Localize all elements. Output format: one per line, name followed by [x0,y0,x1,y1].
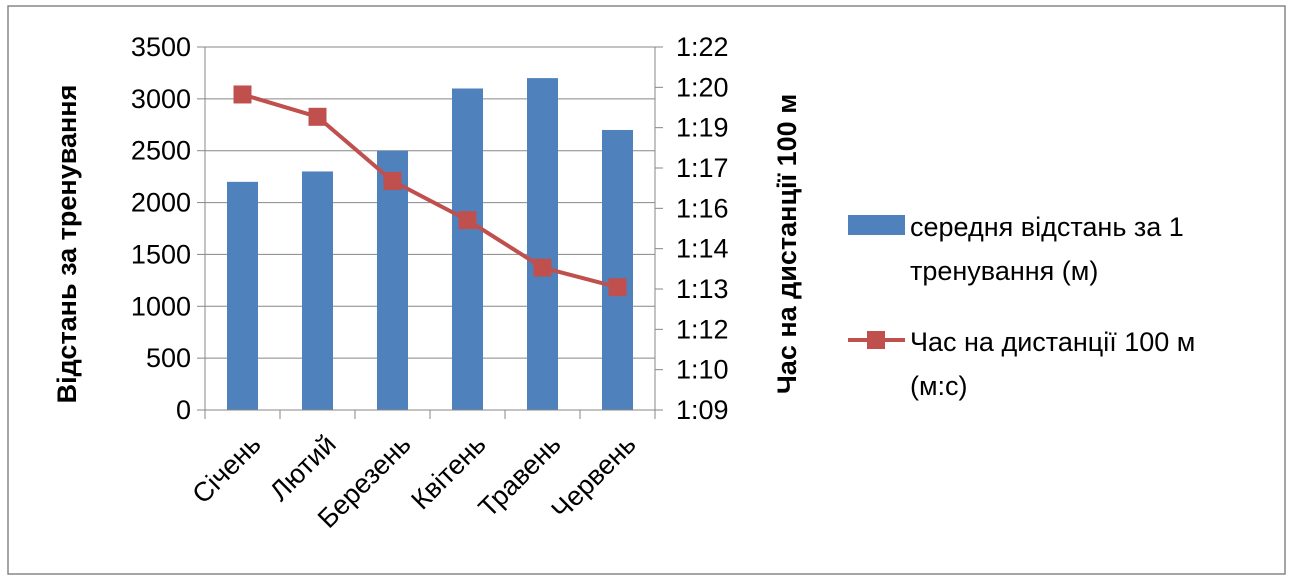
left-axis-tick-label: 500 [146,343,191,373]
right-axis-tick-label: 1:20 [676,72,729,102]
legend-bar-label-line2: тренування (м) [910,256,1098,286]
bar [602,129,633,410]
left-axis-tick-label: 3500 [131,32,191,62]
line-point [233,85,252,104]
right-axis-tick-label: 1:22 [676,32,729,62]
legend-line-label-line2: (м:с) [910,371,968,401]
left-axis-tick-label: 2500 [131,136,191,166]
right-axis-title: Час на дистанції 100 м [772,94,802,394]
line-point [308,107,327,126]
right-axis-tick-label: 1:09 [676,395,729,425]
left-axis-tick-label: 0 [176,395,191,425]
legend-bar-label-line1: середня відстань за 1 [910,212,1184,242]
legend: середня відстань за 1 тренування (м) Час… [848,212,1195,401]
bar [527,78,558,410]
right-axis-tick-label: 1:17 [676,153,729,183]
bar [377,150,408,410]
legend-line-marker [867,331,885,349]
gridlines [205,46,655,359]
line-point [458,211,477,230]
right-axis-tick-label: 1:13 [676,274,729,304]
right-axis-tick-label: 1:19 [676,113,729,143]
right-axis-tick-label: 1:10 [676,355,729,385]
line-point [383,172,402,191]
left-axis-title: Відстань за тренування [52,85,82,404]
right-axis-tick-label: 1:16 [676,193,729,223]
axes [197,46,663,419]
bar [227,181,258,410]
bar [302,171,333,410]
right-axis-tick-label: 1:12 [676,314,729,344]
right-axis-tick-label: 1:14 [676,234,729,264]
left-axis-tick-label: 2000 [131,188,191,218]
series-line [241,92,619,290]
line-series [233,85,627,297]
left-axis-tick-label: 1500 [131,239,191,269]
bar [452,88,483,410]
left-axis-tick-label: 1000 [131,291,191,321]
bar-series [227,78,633,410]
line-point [608,278,627,297]
chart-frame [7,5,1286,575]
legend-bar-swatch [848,215,905,235]
line-point [533,258,552,277]
legend-line-label-line1: Час на дистанції 100 м [910,327,1195,357]
left-axis-tick-label: 3000 [131,84,191,114]
